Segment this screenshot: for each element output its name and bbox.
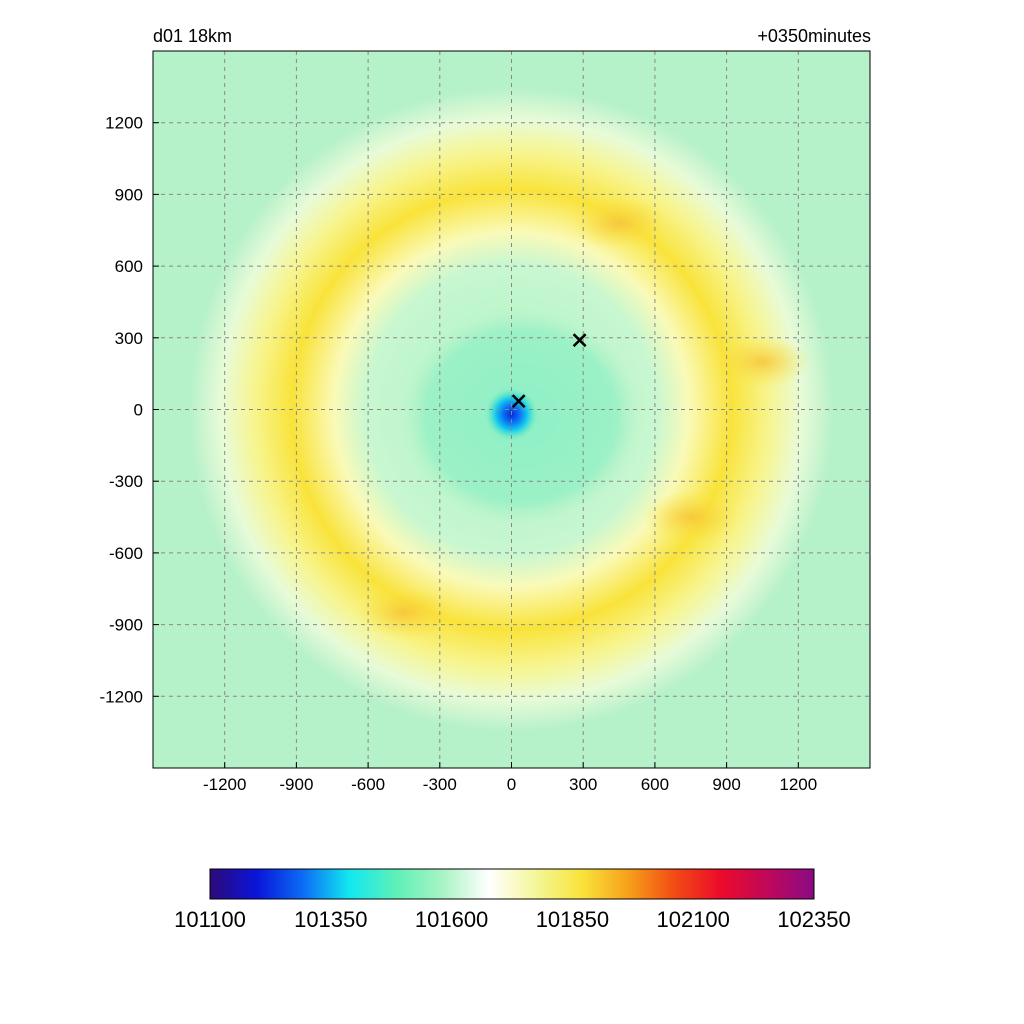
pressure-field xyxy=(188,86,835,733)
chart-title-right: +0350minutes xyxy=(757,26,871,46)
colorbar-tick-label: 101350 xyxy=(294,907,367,932)
x-tick-label: 300 xyxy=(569,775,597,794)
y-tick-label: -900 xyxy=(109,616,143,635)
colorbar-tick-label: 101100 xyxy=(174,907,246,932)
x-tick-label: 900 xyxy=(712,775,740,794)
x-axis: -1200 -900 -600 -300 0 300 600 900 1200 xyxy=(203,762,817,794)
x-tick-label: 1200 xyxy=(779,775,817,794)
y-tick-label: 300 xyxy=(115,329,143,348)
local-high-2 xyxy=(642,490,739,544)
y-tick-label: 0 xyxy=(134,401,143,420)
y-tick-label: -1200 xyxy=(100,687,143,706)
local-high-1 xyxy=(356,586,452,639)
storm-markers xyxy=(511,333,587,409)
x-tick-label: -300 xyxy=(423,775,457,794)
x-tick-label: -1200 xyxy=(203,775,246,794)
y-tick-label: 900 xyxy=(115,185,143,204)
colorbar: 101100 101350 101600 101850 102100 102350 xyxy=(174,868,851,932)
chart-title-left: d01 18km xyxy=(153,26,233,46)
storm-marker-0 xyxy=(511,394,526,409)
storm-marker-1 xyxy=(572,333,587,348)
colorbar-tick-label: 102100 xyxy=(656,907,729,932)
x-tick-label: 600 xyxy=(641,775,669,794)
x-tick-label: -900 xyxy=(279,775,313,794)
y-tick-label: 600 xyxy=(115,257,143,276)
y-tick-label: -600 xyxy=(109,544,143,563)
colorbar-tick-label: 101850 xyxy=(536,907,609,932)
colorbar-tick-label: 101600 xyxy=(415,907,488,932)
x-tick-label: -600 xyxy=(351,775,385,794)
colorbar-gradient xyxy=(209,868,815,900)
y-tick-label: -300 xyxy=(109,472,143,491)
local-high-0 xyxy=(571,196,667,250)
x-tick-label: 0 xyxy=(507,775,516,794)
local-high-3 xyxy=(714,335,811,388)
y-axis: 1200 900 600 300 0 -300 -600 -900 -1200 xyxy=(100,114,159,706)
colorbar-tick-label: 102350 xyxy=(777,907,850,932)
y-tick-label: 1200 xyxy=(105,114,143,133)
